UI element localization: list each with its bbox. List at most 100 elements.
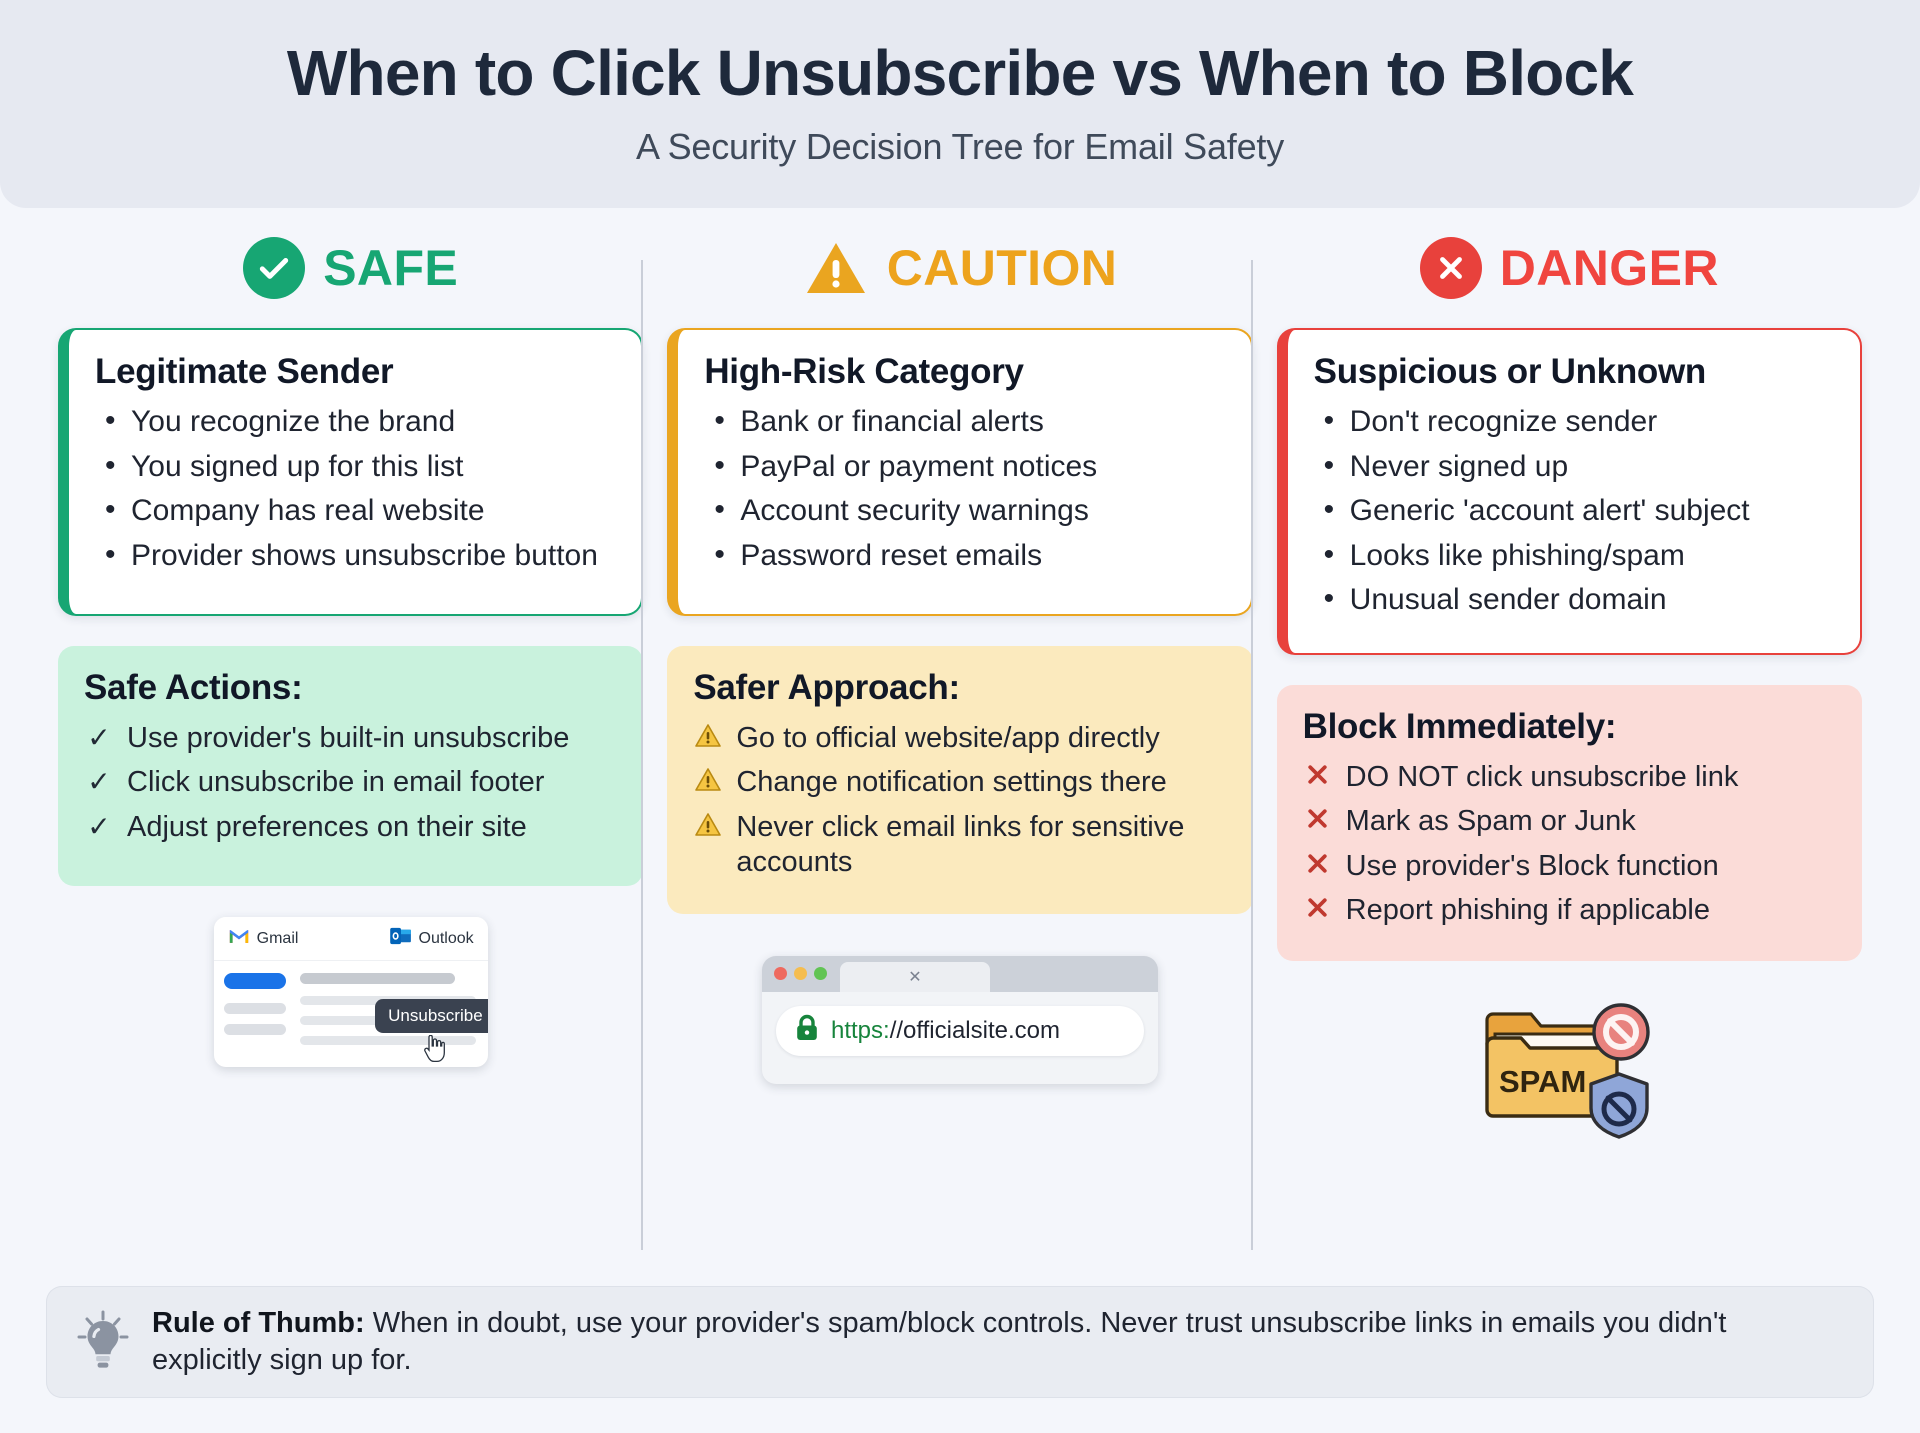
- badge-caution: CAUTION: [667, 208, 1252, 328]
- maximize-window-dot-icon[interactable]: [813, 967, 827, 980]
- badge-danger: DANGER: [1277, 208, 1862, 328]
- list-item-label: Go to official website/app directly: [736, 722, 1160, 754]
- browser-window-mock: ✕ https://officialsite.com: [761, 955, 1158, 1084]
- box-safe-actions: Safe Actions: ✓ Use provider's built-in …: [58, 646, 644, 886]
- warning-triangle-icon: [693, 721, 723, 748]
- card-title: High-Risk Category: [704, 352, 1024, 391]
- rule-of-thumb-banner: Rule of Thumb: When in doubt, use your p…: [46, 1286, 1874, 1398]
- warning-triangle-icon: [693, 810, 723, 837]
- cross-icon: [1303, 804, 1333, 831]
- list-item: Provider shows unsubscribe button: [95, 537, 615, 575]
- cross-icon: [1303, 893, 1333, 920]
- list-item: Bank or financial alerts: [704, 403, 1224, 441]
- gmail-icon: [228, 928, 250, 950]
- list-item: You recognize the brand: [95, 403, 615, 441]
- sidebar-item-placeholder: [223, 1024, 286, 1035]
- check-circle-icon: [243, 237, 306, 299]
- card-legitimate-sender: Legitimate Sender You recognize the bran…: [58, 328, 644, 616]
- card-list: Don't recognize sender Never signed up G…: [1314, 403, 1834, 619]
- warning-triangle-icon: [803, 237, 869, 299]
- column-safe: SAFE Legitimate Sender You recognize the…: [46, 208, 655, 1266]
- browser-url-bar[interactable]: https://officialsite.com: [775, 1005, 1144, 1056]
- list-item: Report phishing if applicable: [1303, 893, 1836, 928]
- minimize-window-dot-icon[interactable]: [793, 967, 807, 980]
- list-item: Use provider's Block function: [1303, 849, 1836, 884]
- list-item: Mark as Spam or Junk: [1303, 804, 1836, 839]
- badge-danger-label: DANGER: [1499, 240, 1719, 296]
- card-title: Suspicious or Unknown: [1313, 352, 1707, 391]
- list-item: Go to official website/app directly: [693, 721, 1226, 756]
- action-title: Block Immediately:: [1302, 706, 1617, 746]
- email-row-placeholder: [299, 973, 455, 984]
- action-list: ✓ Use provider's built-in unsubscribe ✓ …: [84, 721, 617, 845]
- list-item: PayPal or payment notices: [704, 448, 1224, 486]
- page-subtitle: A Security Decision Tree for Email Safet…: [635, 125, 1285, 167]
- cursor-pointer-icon: [422, 1034, 446, 1067]
- sidebar-item-placeholder: [223, 1003, 286, 1014]
- check-icon: ✓: [87, 722, 111, 753]
- column-caution: CAUTION High-Risk Category Bank or finan…: [641, 208, 1264, 1266]
- card-suspicious-unknown: Suspicious or Unknown Don't recognize se…: [1276, 328, 1862, 655]
- email-client-mock: Gmail: [213, 917, 488, 1067]
- header-banner: When to Click Unsubscribe vs When to Blo…: [0, 0, 1920, 208]
- list-item: Don't recognize sender: [1314, 403, 1834, 441]
- list-item: You signed up for this list: [95, 448, 615, 486]
- browser-titlebar: ✕: [761, 955, 1158, 992]
- outlook-label: Outlook: [418, 929, 474, 947]
- list-item: Never click email links for sensitive ac…: [693, 810, 1226, 881]
- browser-tab[interactable]: ✕: [839, 961, 990, 992]
- list-item: Looks like phishing/spam: [1314, 537, 1834, 575]
- list-item-label: Adjust preferences on their site: [127, 810, 527, 843]
- list-item-label: Never click email links for sensitive ac…: [736, 810, 1185, 879]
- list-item: ✓ Click unsubscribe in email footer: [84, 765, 617, 800]
- page-title: When to Click Unsubscribe vs When to Blo…: [286, 37, 1634, 110]
- list-item: Generic 'account alert' subject: [1314, 492, 1834, 530]
- illustration-spam-folder: SPAM: [1277, 983, 1862, 1151]
- list-item-label: Mark as Spam or Junk: [1345, 805, 1636, 838]
- check-icon: ✓: [87, 766, 111, 798]
- list-item: ✓ Use provider's built-in unsubscribe: [84, 721, 617, 756]
- action-title: Safer Approach:: [693, 668, 960, 707]
- gmail-label: Gmail: [256, 929, 299, 947]
- list-item-label: Change notification settings there: [736, 766, 1167, 799]
- badge-safe-label: SAFE: [323, 240, 459, 296]
- list-item: Unusual sender domain: [1314, 581, 1834, 619]
- x-circle-icon: [1419, 237, 1482, 299]
- email-row-placeholder: [299, 1036, 476, 1045]
- action-list: DO NOT click unsubscribe link Mark as Sp…: [1303, 760, 1836, 929]
- rule-of-thumb-text: Rule of Thumb: When in doubt, use your p…: [152, 1305, 1844, 1378]
- badge-safe: SAFE: [58, 208, 643, 328]
- close-window-dot-icon[interactable]: [773, 967, 787, 980]
- rule-of-thumb-label: Rule of Thumb:: [152, 1307, 365, 1340]
- url-text: https://officialsite.com: [831, 1017, 1060, 1045]
- list-item: DO NOT click unsubscribe link: [1303, 760, 1836, 795]
- list-item-label: DO NOT click unsubscribe link: [1345, 760, 1739, 793]
- illustration-email-client: Gmail: [58, 908, 643, 1076]
- box-safer-approach: Safer Approach: Go to official website/a…: [667, 646, 1253, 914]
- url-host: //officialsite.com: [889, 1016, 1060, 1044]
- list-item: Company has real website: [95, 492, 615, 530]
- gmail-brand: Gmail: [228, 928, 299, 950]
- spam-folder-mock: SPAM: [1469, 992, 1669, 1142]
- cross-icon: [1303, 760, 1333, 787]
- action-list: Go to official website/app directly Chan…: [693, 721, 1226, 881]
- outlook-icon: [389, 927, 412, 950]
- list-item: ✓ Adjust preferences on their site: [84, 810, 617, 845]
- list-item-label: Use provider's built-in unsubscribe: [127, 722, 570, 754]
- lightbulb-icon: [76, 1309, 130, 1376]
- card-list: Bank or financial alerts PayPal or payme…: [704, 403, 1224, 574]
- list-item-label: Use provider's Block function: [1345, 849, 1719, 882]
- close-icon[interactable]: ✕: [908, 968, 922, 986]
- list-item: Change notification settings there: [693, 765, 1226, 800]
- card-title: Legitimate Sender: [95, 352, 394, 391]
- unsubscribe-tooltip[interactable]: Unsubscribe: [375, 999, 488, 1033]
- spam-folder-label: SPAM: [1499, 1064, 1586, 1099]
- cross-icon: [1303, 849, 1333, 876]
- list-item-label: Click unsubscribe in email footer: [127, 766, 545, 799]
- list-item-label: Report phishing if applicable: [1345, 894, 1710, 927]
- card-list: You recognize the brand You signed up fo…: [95, 403, 615, 575]
- card-high-risk-category: High-Risk Category Bank or financial ale…: [667, 328, 1253, 616]
- compose-button-placeholder: [223, 973, 286, 989]
- outlook-brand: Outlook: [389, 927, 474, 950]
